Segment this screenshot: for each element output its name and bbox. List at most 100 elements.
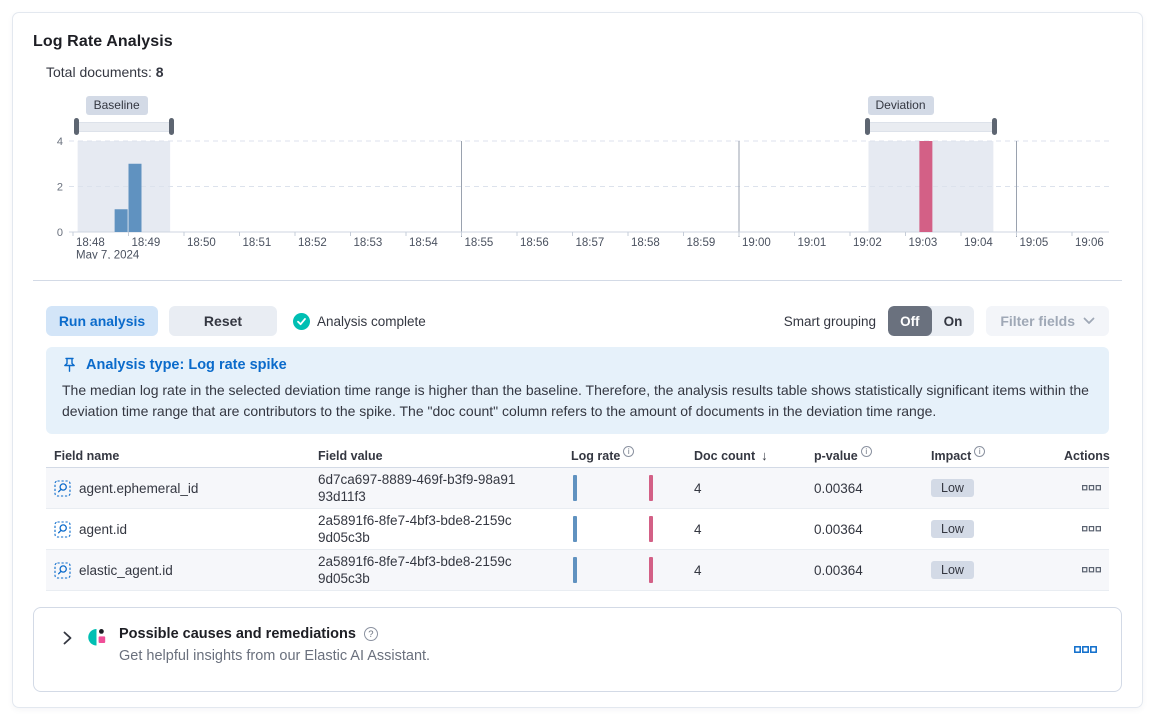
deviation-badge: Deviation: [867, 96, 934, 115]
baseline-brush-handle-right[interactable]: [169, 118, 175, 135]
x-axis-date-label: May 7, 2024: [76, 250, 140, 260]
filter-field-icon[interactable]: [54, 479, 71, 497]
filter-fields-label: Filter fields: [1000, 313, 1075, 329]
log-rate-minichart: [571, 475, 694, 501]
x-tick-label: 18:59: [687, 237, 716, 249]
possible-causes-panel: Possible causes and remediations ? Get h…: [33, 607, 1122, 692]
elastic-ai-assistant-icon: [88, 629, 106, 646]
doc-count: 4: [694, 480, 702, 496]
doc-count: 4: [694, 562, 702, 578]
deviation-bar: [919, 141, 933, 232]
reset-button[interactable]: Reset: [169, 306, 277, 336]
x-tick-label: 19:03: [909, 237, 938, 249]
total-documents-label: Total documents:: [46, 64, 152, 80]
table-row: agent.ephemeral_id 6d7ca697-8889-469f-b3…: [46, 468, 1109, 509]
run-analysis-button[interactable]: Run analysis: [46, 306, 158, 336]
field-value: 6d7ca697-8889-469f-b3f9-98a9193d11f3: [318, 472, 516, 504]
smart-grouping-on[interactable]: On: [943, 313, 963, 329]
smart-grouping-off[interactable]: Off: [888, 306, 932, 336]
baseline-badge: Baseline: [85, 96, 148, 115]
y-tick-label: 2: [57, 182, 63, 194]
deviation-brush[interactable]: [866, 122, 996, 132]
column-header-p-value[interactable]: p-value i: [814, 446, 931, 463]
field-name: agent.ephemeral_id: [79, 480, 199, 496]
document-count-chart: 18:48 May 7, 2024 18:49 18:50 18:51 18:52 18:5…: [33, 91, 1122, 259]
x-tick-label: 18:48: [76, 237, 105, 249]
x-tick-label: 18:50: [187, 237, 216, 249]
x-tick-label: 18:56: [520, 237, 549, 249]
toolbar: Run analysis Reset Analysis complete Sma…: [46, 305, 1109, 337]
log-rate-analysis-panel: Log Rate Analysis Total documents: 8 18:…: [12, 12, 1143, 708]
panel-actions-menu[interactable]: [1074, 641, 1097, 659]
log-rate-minichart: [571, 516, 694, 542]
baseline-brush[interactable]: [75, 122, 173, 132]
column-header-doc-count[interactable]: Doc count ↓: [694, 448, 768, 463]
expand-panel-button[interactable]: [58, 628, 76, 651]
x-tick-label: 18:51: [243, 237, 272, 249]
x-tick-label: 18:49: [132, 237, 161, 249]
possible-causes-subtitle: Get helpful insights from our Elastic AI…: [119, 648, 431, 664]
table-header-row: Field name Field value Log rate i Doc cou…: [46, 444, 1110, 468]
filter-fields-button[interactable]: Filter fields: [986, 306, 1109, 336]
possible-causes-title: Possible causes and remediations: [119, 626, 356, 642]
y-tick-label: 4: [57, 136, 63, 148]
total-documents: Total documents: 8: [46, 64, 1122, 80]
chevron-right-icon: [63, 631, 72, 645]
x-tick-label: 19:01: [798, 237, 827, 249]
impact-badge: Low: [931, 561, 974, 579]
total-documents-value: 8: [155, 64, 164, 80]
field-value: 2a5891f6-8fe7-4bf3-bde8-2159c9d05c3b: [318, 554, 512, 586]
x-tick-label: 18:54: [409, 237, 438, 249]
baseline-minibar: [573, 475, 577, 501]
row-actions-icon[interactable]: [1082, 567, 1101, 573]
callout-body: The median log rate in the selected devi…: [62, 382, 1089, 419]
smart-grouping-toggle: Off On: [888, 306, 975, 336]
x-tick-label: 18:57: [576, 237, 605, 249]
field-name: agent.id: [79, 521, 128, 537]
row-actions-icon[interactable]: [1082, 485, 1101, 491]
column-header-log-rate[interactable]: Log rate i: [571, 446, 694, 463]
table-row: agent.id 2a5891f6-8fe7-4bf3-bde8-2159c9d…: [46, 509, 1109, 550]
column-header-field-name[interactable]: Field name: [54, 448, 120, 463]
callout-title: Analysis type: Log rate spike: [86, 357, 287, 373]
field-value: 2a5891f6-8fe7-4bf3-bde8-2159c9d05c3b: [318, 513, 512, 545]
deviation-brush-handle-left[interactable]: [864, 118, 870, 135]
panel-actions-icon: [1074, 645, 1097, 653]
log-rate-minichart: [571, 557, 694, 583]
p-value: 0.00364: [814, 521, 863, 537]
smart-grouping-label: Smart grouping: [783, 313, 877, 329]
impact-badge: Low: [931, 520, 974, 538]
x-tick-label: 19:06: [1075, 237, 1104, 249]
column-header-impact[interactable]: Impact i: [931, 446, 1064, 463]
analysis-status: Analysis complete: [293, 312, 426, 330]
x-tick-label: 18:58: [631, 237, 660, 249]
deviation-brush-handle-right[interactable]: [992, 118, 998, 135]
analysis-status-text: Analysis complete: [317, 313, 426, 329]
baseline-minibar: [573, 516, 577, 542]
deviation-minibar: [649, 557, 653, 583]
baseline-brush-handle-left[interactable]: [73, 118, 79, 135]
pin-icon: [64, 357, 75, 372]
baseline-bar: [128, 163, 142, 232]
table-row: elastic_agent.id 2a5891f6-8fe7-4bf3-bde8…: [46, 550, 1109, 591]
log-rate-info-icon[interactable]: i: [623, 446, 635, 457]
analysis-type-callout: Analysis type: Log rate spike The median…: [46, 347, 1109, 434]
impact-badge: Low: [931, 479, 974, 497]
x-tick-label: 19:04: [964, 237, 993, 249]
divider: [33, 280, 1122, 281]
check-circle-icon: [293, 312, 310, 330]
p-value: 0.00364: [814, 562, 863, 578]
row-actions-icon[interactable]: [1082, 526, 1101, 532]
sort-descending-icon[interactable]: ↓: [761, 448, 768, 463]
filter-field-icon[interactable]: [54, 520, 71, 538]
baseline-minibar: [573, 557, 577, 583]
help-icon[interactable]: ?: [363, 627, 378, 641]
column-header-field-value[interactable]: Field value: [318, 448, 383, 463]
impact-info-icon[interactable]: i: [974, 446, 986, 457]
filter-field-icon[interactable]: [54, 561, 71, 579]
chevron-down-icon: [1083, 317, 1095, 324]
p-value-info-icon[interactable]: i: [860, 446, 872, 457]
baseline-bar: [114, 209, 128, 232]
column-header-actions: Actions: [1064, 448, 1110, 463]
